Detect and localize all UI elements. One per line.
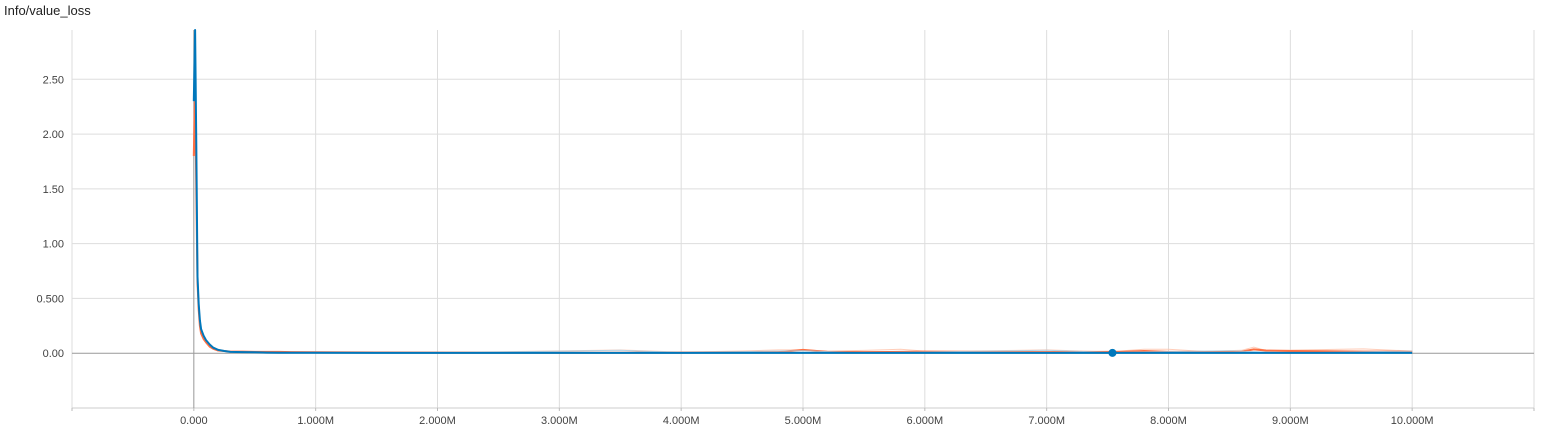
- x-tick-label: 0.000: [180, 415, 208, 427]
- series-1-line: [192, 29, 1413, 354]
- y-tick-label: 0.00: [43, 348, 64, 360]
- x-tick-label: 7.000M: [1028, 415, 1065, 427]
- x-tick-label: 3.000M: [541, 415, 578, 427]
- x-tick-label: 8.000M: [1150, 415, 1187, 427]
- x-tick-label: 10.000M: [1391, 415, 1434, 427]
- x-tick-label: 2.000M: [419, 415, 456, 427]
- series-layer: [192, 29, 1413, 357]
- x-axis-labels: 0.000 1.000M 2.000M 3.000M 4.000M 5.000M 6.000…: [71, 408, 1535, 427]
- y-tick-label: 0.500: [36, 293, 64, 305]
- x-tick-label: 4.000M: [663, 415, 700, 427]
- x-tick-label: 6.000M: [906, 415, 943, 427]
- y-tick-label: 1.50: [43, 184, 64, 196]
- x-tick-label: 9.000M: [1272, 415, 1309, 427]
- x-tick-label: 5.000M: [785, 415, 822, 427]
- y-tick-label: 1.00: [43, 239, 64, 251]
- chart-title: Info/value_loss: [4, 3, 91, 18]
- grid: [71, 30, 1535, 409]
- y-tick-label: 2.00: [43, 129, 64, 141]
- hover-marker: [1108, 348, 1117, 357]
- y-axis-labels: 0.00 0.500 1.00 1.50 2.00 2.50: [36, 74, 64, 360]
- y-tick-label: 2.50: [43, 74, 64, 86]
- x-tick-label: 1.000M: [297, 415, 334, 427]
